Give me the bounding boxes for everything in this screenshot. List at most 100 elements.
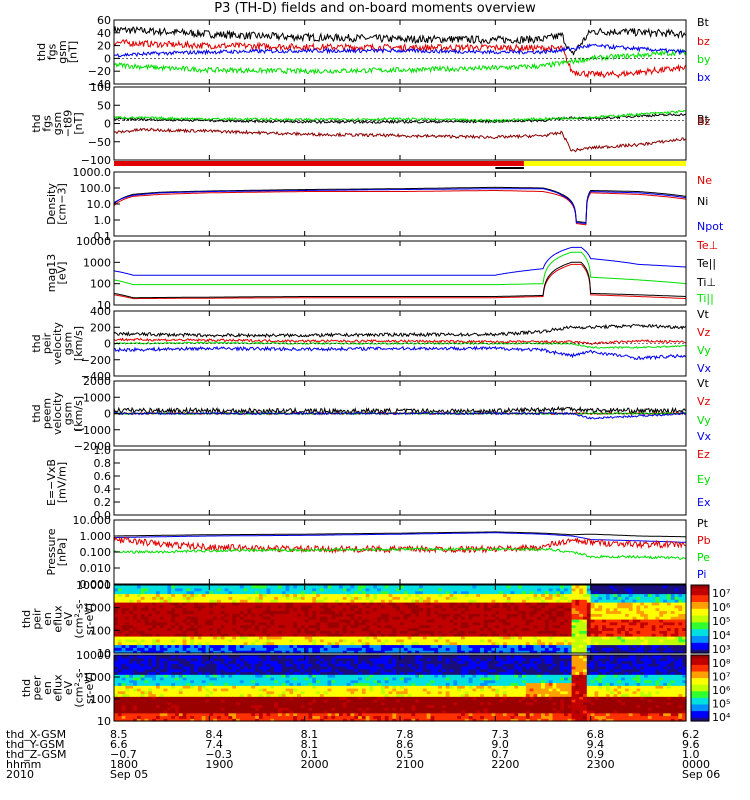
spectrogram-cell: [159, 638, 165, 643]
spectrogram-cell: [262, 707, 268, 711]
spectrogram-cell: [659, 619, 664, 623]
spectrogram-cell: [522, 621, 527, 626]
spectrogram-cell: [361, 627, 367, 631]
spectrogram-cell: [209, 596, 214, 600]
spectrogram-cell: [213, 638, 218, 643]
spectrogram-cell: [304, 607, 310, 612]
spectrogram-cell: [209, 630, 214, 634]
spectrogram-cell: [285, 587, 291, 592]
spectrogram-cell: [392, 633, 397, 637]
spectrogram-cell: [316, 641, 321, 646]
spectrogram-cell: [659, 647, 664, 651]
spectrogram-cell: [125, 593, 130, 597]
spectrogram-cell: [216, 638, 222, 643]
spectrogram-cell: [121, 644, 127, 648]
spectrogram-cell: [609, 644, 615, 648]
spectrogram-cell: [213, 613, 218, 617]
spectrogram-cell: [243, 650, 249, 654]
spectrogram-cell: [186, 627, 191, 631]
spectrogram-cell: [674, 616, 679, 620]
spectrogram-cell: [262, 715, 268, 719]
spectrogram-cell: [468, 596, 474, 600]
spectrogram-cell: [167, 587, 172, 592]
spectrogram-cell: [529, 602, 535, 606]
spectrogram-cell: [216, 621, 222, 626]
spectrogram-cell: [228, 660, 233, 664]
spectrogram-cell: [274, 641, 279, 646]
spectrogram-cell: [624, 587, 630, 592]
spectrogram-cell: [247, 624, 252, 629]
spectrogram-cell: [506, 647, 512, 651]
spectrogram-cell: [251, 668, 256, 673]
spectrogram-cell: [556, 627, 561, 631]
spectrogram-cell: [159, 655, 165, 659]
spectrogram-cell: [647, 590, 653, 595]
spectrogram-cell: [209, 701, 214, 706]
spectrogram-cell: [373, 650, 378, 654]
spectrogram-cell: [365, 641, 371, 646]
spectrogram-cell: [178, 630, 184, 634]
spectrogram-cell: [117, 585, 123, 589]
spectrogram-cell: [331, 624, 336, 629]
spectrogram-cell: [239, 679, 245, 684]
spectrogram-cell: [178, 587, 184, 592]
spectrogram-cell: [251, 590, 256, 595]
spectrogram-cell: [476, 596, 481, 600]
spectrogram-cell: [209, 607, 214, 612]
spectrogram-cell: [209, 590, 214, 595]
spectrogram-cell: [258, 590, 264, 595]
spectrogram-cell: [258, 647, 264, 651]
spectrogram-cell: [220, 660, 226, 664]
spectrogram-cell: [190, 630, 195, 634]
spectrogram-cell: [583, 636, 588, 640]
spectrogram-cell: [510, 599, 515, 603]
spectrogram-cell: [323, 599, 329, 603]
spectrogram-cell: [236, 593, 241, 597]
spectrogram-cell: [407, 638, 413, 643]
spectrogram-cell: [476, 619, 481, 623]
spectrogram-cell: [114, 682, 119, 686]
spectrogram-cell: [491, 627, 496, 631]
spectrogram-cell: [155, 613, 161, 617]
colorbar-cell: [691, 642, 709, 646]
spectrogram-cell: [621, 619, 626, 623]
spectrogram-cell: [163, 666, 168, 670]
spectrogram-cell: [262, 613, 268, 617]
spectrogram-cell: [682, 650, 687, 654]
spectrogram-cell: [415, 619, 420, 623]
spectrogram-cell: [552, 587, 557, 592]
spectrogram-cell: [602, 587, 607, 592]
spectrogram-cell: [400, 630, 405, 634]
spectrogram-cell: [563, 604, 569, 609]
spectrogram-cell: [125, 707, 130, 711]
spectrogram-cell: [274, 701, 279, 706]
colorbar-cell: [691, 622, 709, 625]
spectrogram-cell: [567, 599, 573, 603]
spectrogram-cell: [274, 682, 279, 686]
spectrogram-cell: [571, 610, 577, 614]
spectrogram-cell: [365, 630, 371, 634]
spectrogram-cell: [117, 607, 123, 612]
spectrogram-cell: [434, 630, 439, 634]
spectrogram-cell: [502, 621, 508, 626]
spectrogram-cell: [220, 621, 226, 626]
spectrogram-cell: [373, 585, 378, 589]
spectrogram-cell: [220, 682, 226, 686]
spectrogram-cell: [167, 602, 172, 606]
spectrogram-cell: [544, 607, 550, 612]
spectrogram-cell: [575, 630, 580, 634]
spectrogram-cell: [575, 602, 580, 606]
spectrogram-cell: [175, 627, 180, 631]
spectrogram-cell: [575, 619, 580, 623]
spectrogram-cell: [422, 587, 428, 592]
spectrogram-cell: [388, 610, 393, 614]
spectrogram-cell: [617, 644, 622, 648]
spectrogram-cell: [659, 596, 664, 600]
spectrogram-cell: [346, 633, 352, 637]
spectrogram-cell: [220, 607, 226, 612]
spectrogram-cell: [663, 619, 668, 623]
spectrogram-cell: [220, 663, 226, 667]
spectrogram-cell: [529, 647, 535, 651]
spectrogram-cell: [495, 607, 500, 612]
spectrogram-cell: [670, 607, 676, 612]
